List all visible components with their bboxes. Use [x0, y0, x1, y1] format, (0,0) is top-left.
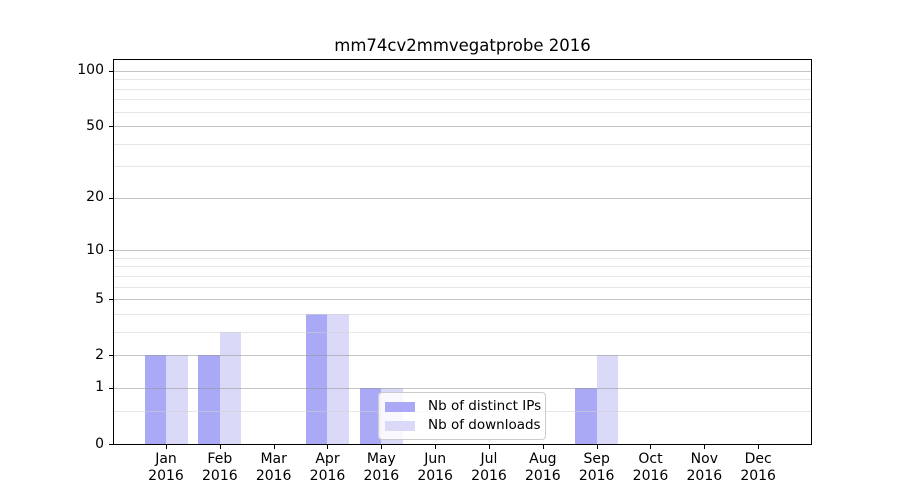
y-tick-label: 10 — [86, 241, 104, 258]
legend-label-distinct-ips: Nb of distinct IPs — [428, 398, 542, 414]
bar-nb-of-distinct-ips-feb — [198, 355, 220, 444]
legend-row: Nb of downloads — [385, 416, 541, 435]
y-tick-label: 0 — [95, 435, 104, 452]
y-tick-label: 1 — [95, 379, 104, 396]
x-tick-label: Apr 2016 — [309, 451, 346, 484]
gridline-minor — [114, 266, 811, 268]
y-tick-mark — [109, 355, 114, 357]
y-tick-label: 5 — [95, 290, 104, 307]
gridline-minor — [114, 143, 811, 145]
y-tick-mark — [109, 126, 114, 128]
x-tick-mark — [704, 444, 706, 449]
bar-nb-of-downloads-jan — [166, 355, 188, 444]
bar-nb-of-distinct-ips-sep — [575, 387, 597, 444]
gridline-major — [114, 355, 811, 357]
legend-row: Nb of distinct IPs — [385, 397, 542, 416]
y-tick-mark — [109, 250, 114, 252]
legend-swatch-distinct-ips — [385, 401, 415, 412]
chart-title: mm74cv2mmvegatprobe 2016 — [334, 36, 591, 55]
legend-label-downloads: Nb of downloads — [428, 417, 541, 433]
bar-nb-of-distinct-ips-jan — [144, 355, 166, 444]
x-tick-mark — [166, 444, 167, 449]
bar-nb-of-distinct-ips-apr — [305, 313, 328, 444]
gridline-minor — [114, 275, 811, 277]
x-tick-mark — [758, 444, 760, 449]
y-tick-label: 20 — [86, 189, 104, 206]
y-tick-mark — [109, 197, 114, 199]
x-tick-label: Jun 2016 — [417, 451, 453, 484]
gridline-major — [114, 250, 811, 252]
x-tick-label: Jan 2016 — [148, 451, 184, 484]
gridline-minor — [114, 331, 811, 333]
gridline-major — [114, 387, 811, 389]
gridline-minor — [114, 88, 811, 90]
x-tick-label: Jul 2016 — [471, 451, 507, 484]
gridline-minor — [114, 79, 811, 81]
x-tick-mark — [650, 444, 652, 449]
y-tick-mark — [109, 70, 114, 72]
x-tick-mark — [488, 444, 490, 449]
x-tick-mark — [273, 444, 275, 449]
x-tick-mark — [542, 444, 544, 449]
gridline-major — [114, 126, 811, 128]
x-tick-label: Nov 2016 — [686, 451, 723, 484]
x-tick-label: May 2016 — [363, 451, 400, 484]
gridline-major — [114, 299, 811, 301]
x-tick-label: Oct 2016 — [632, 451, 669, 484]
gridline-minor — [114, 313, 811, 315]
plot-area — [113, 59, 812, 445]
x-tick-mark — [327, 444, 329, 449]
legend: Nb of distinct IPs Nb of downloads — [378, 392, 546, 440]
y-tick-mark — [109, 299, 114, 301]
x-tick-mark — [435, 444, 437, 449]
y-tick-label: 100 — [77, 62, 104, 79]
gridline-minor — [114, 111, 811, 113]
bar-nb-of-downloads-sep — [596, 355, 619, 444]
gridline-minor — [114, 99, 811, 101]
gridline-minor — [114, 166, 811, 168]
gridline-major — [114, 197, 811, 199]
x-tick-label: Feb 2016 — [202, 451, 238, 484]
x-tick-mark — [596, 444, 598, 449]
x-tick-mark — [219, 444, 221, 449]
bar-nb-of-distinct-ips-may — [359, 387, 382, 444]
y-tick-mark — [109, 387, 114, 389]
legend-swatch-downloads — [385, 420, 415, 431]
gridline-major — [114, 70, 811, 72]
x-tick-label: Dec 2016 — [740, 451, 776, 484]
x-tick-label: Sep 2016 — [578, 451, 615, 484]
gridline-minor — [114, 286, 811, 288]
y-tick-label: 2 — [95, 346, 104, 363]
x-tick-label: Aug 2016 — [525, 451, 561, 484]
gridline-minor — [114, 257, 811, 259]
bar-nb-of-downloads-apr — [327, 313, 349, 444]
y-tick-mark — [109, 444, 114, 445]
y-tick-label: 50 — [86, 117, 104, 134]
x-tick-mark — [381, 444, 383, 449]
x-tick-label: Mar 2016 — [255, 451, 292, 484]
